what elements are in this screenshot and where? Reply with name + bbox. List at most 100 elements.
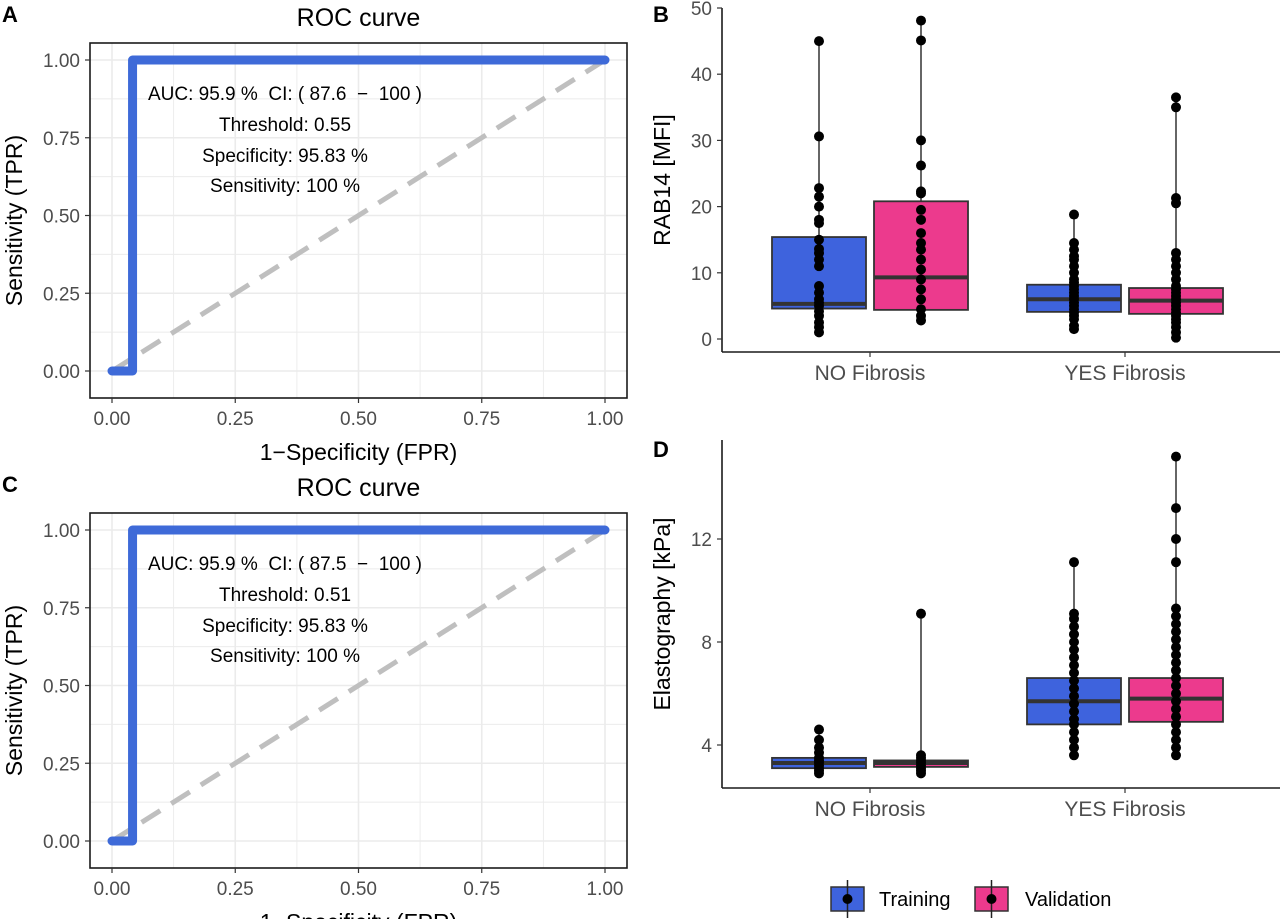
x-category-label: NO Fibrosis [815,362,926,385]
data-point [1171,649,1181,660]
legend-dot-validation [986,894,997,904]
data-point [814,214,824,225]
y-tick-label: 0.50 [43,207,80,228]
data-point [1171,557,1181,568]
data-point [1069,683,1079,694]
chart-title: ROC curve [297,4,421,32]
roc-annotation-1: AUC: 95.9 % CI: ( 87.6 − 100 ) [148,84,422,105]
x-tick-label: 0.00 [94,879,131,900]
x-axis-title: 1−Specificity (FPR) [260,439,457,465]
y-axis-title: Elastography [kPa] [649,517,675,710]
data-point [1171,742,1181,753]
roc-panel-c: 0.00 0.25 0.50 0.75 1.00 0.00 0.25 0.50 0.75 1.00… [1,474,628,919]
data-point [1171,642,1181,653]
data-point [1069,637,1079,647]
x-tick-label: 1.00 [587,409,624,430]
y-tick-label: 12 [691,530,712,551]
roc-curve-line [107,55,610,376]
y-tick-label: 0.25 [43,284,80,305]
data-point [1069,675,1079,686]
data-point [814,191,824,202]
data-point [1171,192,1181,203]
data-point [1171,102,1181,113]
data-point [1069,608,1079,619]
y-tick-label: 0.75 [43,599,80,620]
data-point [1171,634,1181,645]
data-point [1171,611,1181,622]
data-point [1069,691,1079,702]
x-tick-label: 0.25 [217,409,254,430]
data-point [814,234,824,245]
data-point [1171,696,1181,707]
data-point [814,201,824,212]
y-tick-label: 30 [691,131,712,152]
data-point [916,228,926,239]
boxplot-panel-d: 4 8 12 NO Fibrosis YES Fibrosis Elastography … [649,440,1280,821]
data-point [1171,665,1181,676]
y-axis-title: RAB14 [MFI] [649,114,675,246]
data-point [916,284,926,295]
data-point [814,36,824,47]
x-category-label: YES Fibrosis [1064,798,1185,821]
legend-label-validation: Validation [1025,889,1111,911]
data-point [1171,711,1181,722]
roc-curve-line [107,525,610,846]
x-axis-title: 1−Specificity (FPR) [260,909,457,919]
y-tick-label: 0.00 [43,832,80,853]
data-point [1171,673,1181,684]
data-point [1069,727,1079,738]
chart-title: ROC curve [297,474,421,502]
data-point [1171,727,1181,738]
data-point [1171,618,1181,629]
data-point [1171,750,1181,761]
data-point [814,183,824,194]
data-point [1069,209,1079,220]
x-tick-label: 0.75 [463,409,500,430]
data-point [916,274,926,285]
y-tick-label: 0 [701,330,712,351]
data-point [1069,698,1079,709]
y-axis-title: Sensitivity (TPR) [1,605,27,776]
data-point [1171,719,1181,730]
data-point [1069,652,1079,663]
data-point [1069,629,1079,640]
data-point [1171,688,1181,699]
data-point [916,214,926,225]
y-tick-label: 0.25 [43,754,80,775]
data-point [814,734,824,745]
boxplot-panel-b: 0 10 20 30 40 50 NO Fibrosis YES Fibrosis RAB14 … [649,0,1280,385]
y-tick-label: 8 [701,633,712,654]
roc-annotation-2: Threshold: 0.55 [219,115,351,136]
roc-annotation-3: Specificity: 95.83 % [202,616,368,637]
legend-dot-training [842,894,853,904]
data-point [1069,238,1079,249]
data-point [814,724,824,735]
data-point [1171,657,1181,668]
data-point [1171,503,1181,514]
panel-letter-a: A [2,2,18,27]
x-tick-label: 0.25 [217,879,254,900]
data-point [916,238,926,249]
data-point [1171,534,1181,544]
data-point [1069,557,1079,568]
x-tick-label: 0.50 [340,879,377,900]
roc-annotation-2: Threshold: 0.51 [219,585,351,606]
data-point [916,204,926,215]
y-tick-label: 4 [701,736,712,757]
data-point [916,264,926,275]
roc-annotation-4: Sensitivity: 100 % [210,646,360,667]
roc-panel-a: 0.00 0.25 0.50 0.75 1.00 0.00 0.25 0.50 0.75 1.00… [1,4,628,465]
data-point [1069,660,1079,671]
data-point [814,281,824,292]
data-point [1171,92,1181,103]
x-tick-label: 0.75 [463,879,500,900]
panel-letter-b: B [653,2,669,27]
panel-letter-c: C [2,472,18,497]
x-tick-label: 0.50 [340,409,377,430]
data-point [1171,247,1181,258]
data-point [1069,750,1079,761]
y-tick-label: 1.00 [43,521,80,542]
data-point [916,160,926,171]
y-tick-label: 0.50 [43,677,80,698]
data-point [1171,680,1181,691]
